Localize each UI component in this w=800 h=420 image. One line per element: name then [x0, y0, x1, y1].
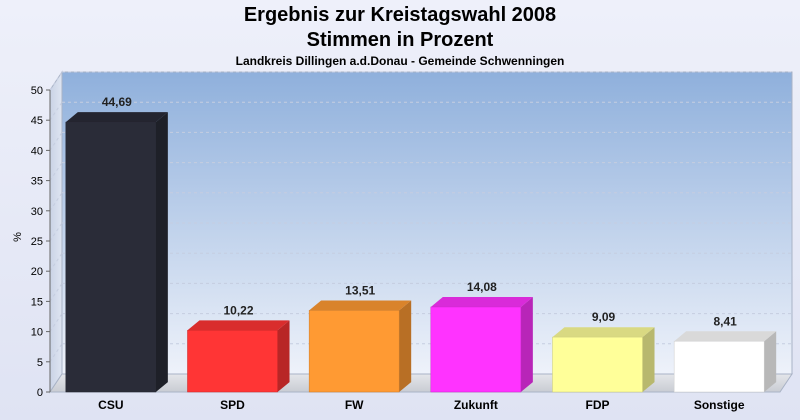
bar-side: [277, 320, 290, 392]
bar-fw: 13,51: [308, 283, 412, 393]
grid-line-diag: [49, 222, 63, 242]
y-axis: 0 5 10 15 20 25 30 35 40 45 50: [31, 85, 51, 399]
bar-spd: 10,22: [187, 303, 290, 393]
bars: 44,69 10,22 13,51 14,08 9,09 8,41: [65, 95, 777, 393]
bar-fdp: 9,09: [552, 310, 655, 393]
grid-line-diag: [49, 132, 63, 151]
grid-line-diag: [49, 101, 63, 121]
x-tick-label: FW: [345, 398, 364, 412]
bar-top: [187, 320, 290, 331]
bar-csu: 44,69: [65, 95, 168, 393]
bar-front: [308, 310, 400, 393]
x-tick-label: SPD: [220, 398, 245, 412]
bar-value-label: 10,22: [223, 303, 253, 317]
bar-side: [642, 327, 655, 392]
y-axis-label: %: [12, 232, 24, 242]
bar-side: [155, 112, 168, 393]
y-tick-label: 0: [37, 387, 43, 399]
x-axis: CSU SPD FW Zukunft FDP Sonstige: [98, 398, 745, 412]
bar-value-label: 9,09: [592, 310, 616, 324]
chart-title: Ergebnis zur Kreistagswahl 2008: [243, 4, 557, 26]
x-tick-label: FDP: [586, 398, 610, 412]
grid-line-diag: [49, 162, 63, 181]
y-tick-label: 25: [31, 236, 43, 248]
bar-side: [764, 331, 777, 392]
bar-front: [187, 330, 278, 393]
x-tick-label: Sonstige: [694, 398, 745, 412]
bar-zukunft: 14,08: [430, 280, 533, 393]
bar-value-label: 8,41: [713, 314, 737, 328]
bar-value-label: 14,08: [467, 280, 497, 294]
grid-line-diag: [49, 313, 63, 332]
grid-line-diag: [49, 192, 63, 212]
bar-sonstige: 8,41: [673, 314, 777, 393]
x-tick-label: Zukunft: [454, 398, 498, 412]
grid-line-diag: [49, 343, 63, 363]
bar-top: [674, 331, 777, 342]
grid-line-diag: [49, 252, 63, 272]
chart-caption: Landkreis Dillingen a.d.Donau - Gemeinde…: [235, 54, 565, 68]
bar-top: [552, 327, 655, 338]
grid-line-diag: [49, 283, 63, 302]
bar-top: [309, 300, 412, 311]
bar-front: [65, 121, 157, 393]
y-tick-label: 10: [31, 327, 43, 339]
bar-front: [673, 340, 765, 393]
y-tick-label: 5: [37, 357, 43, 369]
bar-side: [399, 300, 412, 392]
x-tick-label: CSU: [98, 398, 123, 412]
y-tick-label: 40: [31, 145, 43, 157]
y-tick-label: 30: [31, 206, 43, 218]
bar-front: [552, 336, 643, 393]
bar-front: [430, 306, 522, 393]
y-tick-label: 20: [31, 266, 43, 278]
bar-value-label: 44,69: [102, 95, 132, 109]
y-tick-label: 50: [31, 85, 43, 97]
bar-value-label: 13,51: [345, 283, 375, 297]
side-wall: [49, 70, 63, 394]
grid-lines: [49, 71, 792, 363]
grid-line-diag: [49, 71, 63, 91]
bar-top: [65, 112, 168, 123]
bar-side: [520, 297, 533, 392]
y-tick-label: 15: [31, 296, 43, 308]
y-tick-label: 45: [31, 115, 43, 127]
bar-top: [430, 297, 533, 307]
y-tick-label: 35: [31, 176, 43, 188]
chart-subtitle: Stimmen in Prozent: [306, 29, 494, 51]
